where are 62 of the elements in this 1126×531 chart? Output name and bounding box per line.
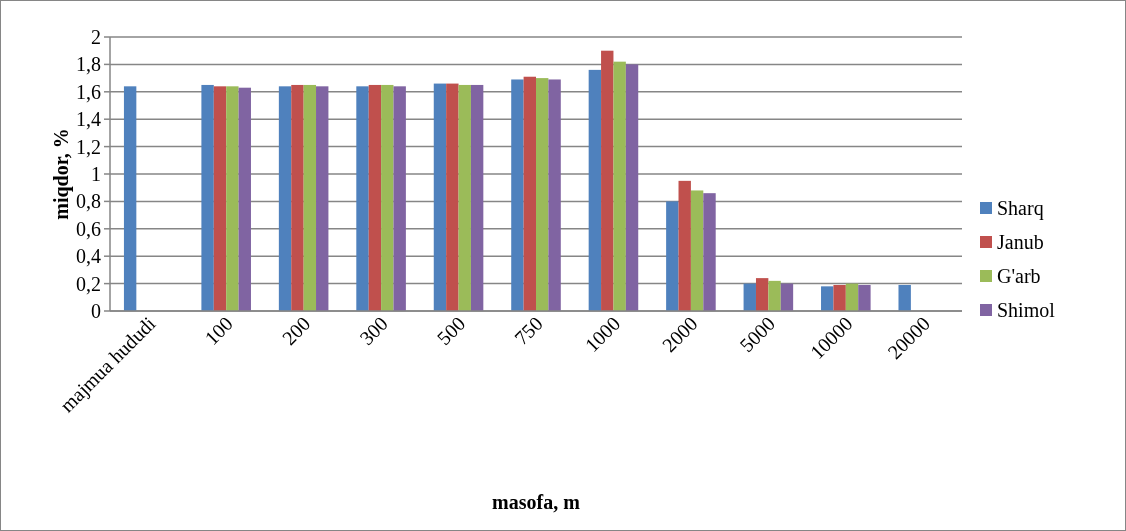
bar [523, 76, 536, 311]
bar [213, 86, 227, 311]
y-tick-label: 1 [91, 163, 101, 185]
y-tick-label: 0,4 [76, 245, 101, 268]
bar [613, 61, 626, 311]
bar [123, 86, 137, 311]
bar [588, 69, 602, 311]
bar [678, 180, 691, 311]
bar [433, 83, 447, 311]
bar [898, 284, 911, 311]
y-tick-label: 1,2 [76, 135, 101, 158]
x-tick-label: 1000 [580, 312, 625, 357]
x-tick-label: 200 [277, 312, 315, 350]
bar [291, 84, 304, 311]
x-tick-label: 300 [355, 312, 392, 350]
x-tick-label: 750 [510, 312, 547, 350]
bar [356, 86, 369, 311]
bar [666, 201, 679, 311]
y-tick-label: 0,8 [76, 190, 101, 213]
bar [201, 84, 214, 311]
bar [226, 86, 239, 311]
y-tick-label: 1,6 [76, 80, 101, 103]
legend-label: Janub [997, 231, 1044, 253]
bar [470, 84, 484, 311]
bar [278, 86, 292, 311]
bar [446, 83, 459, 311]
bar [548, 79, 561, 311]
bar [768, 280, 781, 311]
y-tick-label: 1,4 [76, 108, 101, 131]
bar [303, 84, 317, 311]
bar [690, 190, 704, 311]
bar [601, 50, 614, 311]
y-tick-label: 0,6 [76, 217, 101, 240]
bar [833, 284, 846, 311]
legend-label: Sharq [997, 197, 1044, 220]
y-tick-label: 1,8 [76, 53, 101, 76]
y-axis-title: miqdor, % [50, 128, 73, 220]
bar [536, 78, 549, 311]
x-tick-label: 100 [200, 312, 238, 350]
bar [858, 284, 871, 311]
bar [821, 286, 834, 311]
bar [625, 64, 639, 311]
bar [743, 283, 756, 311]
bar [703, 193, 716, 311]
x-axis-title: masofa, m [492, 491, 581, 513]
y-tick-label: 0,2 [76, 272, 101, 295]
bar [381, 84, 394, 311]
legend-label: Shimol [997, 299, 1056, 321]
legend-label: G'arb [997, 265, 1041, 287]
bar [316, 86, 329, 311]
x-tick-label: 5000 [735, 312, 780, 357]
y-tick-label: 0 [91, 300, 101, 322]
bar [393, 86, 406, 311]
bar [755, 278, 769, 311]
bar [780, 283, 794, 311]
bar [845, 283, 859, 311]
bar [368, 84, 382, 311]
x-tick-label: 500 [432, 312, 470, 350]
y-tick-label: 2 [91, 26, 101, 48]
bar [238, 87, 251, 311]
bar [458, 84, 471, 311]
bar [511, 79, 524, 311]
